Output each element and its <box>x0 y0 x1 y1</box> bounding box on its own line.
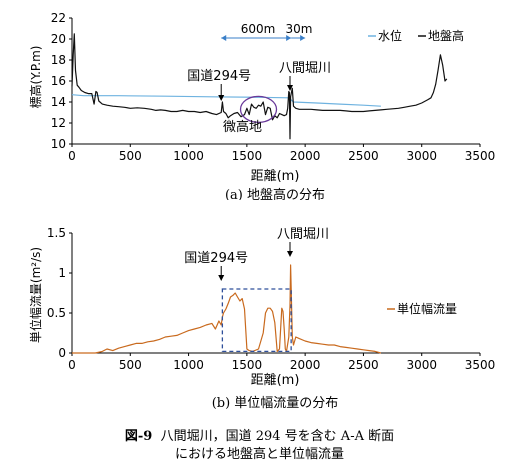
y-axis-label-b: 単位幅流量(m²/s) <box>28 247 43 343</box>
figure-caption-line-2: における地盤高と単位幅流量 <box>174 447 344 462</box>
y-axis-label-a: 標高(Y.P.m) <box>28 46 43 109</box>
series-line-a-1 <box>71 33 448 140</box>
figure-caption-text-1: 八間堀川，国道 294 号を含む A-A 断面 <box>160 429 395 444</box>
x-tick-label-b: 3500 <box>465 358 496 372</box>
annotation-route294-a: 国道294号 <box>187 69 251 84</box>
y-axis-title-b: 単位幅流量(m²/s) <box>28 247 43 343</box>
plot-area-a: 0 500 1000 1500 2000 2500 3000 3500 10 12 14 16 18 20… <box>51 11 496 163</box>
chart-subtitle-a: (a) 地盤高の分布 <box>225 187 325 200</box>
x-tick-label-a: 1500 <box>232 149 263 163</box>
annotation-river-b: 八間堀川 <box>277 227 329 242</box>
span-arrowhead-mid <box>286 35 292 41</box>
arrowhead-route294-b <box>218 275 225 281</box>
x-tick-label-b: 3000 <box>406 358 437 372</box>
arrowhead-river-a <box>286 85 293 91</box>
y-axis-title-a: 標高(Y.P.m) <box>28 46 43 109</box>
legend-label-1: 地盤高 <box>428 28 464 43</box>
y-tick-label-b: 1 <box>58 266 66 280</box>
span-arrowhead-right <box>300 35 306 41</box>
x-tick-label-b: 0 <box>68 358 76 372</box>
annotation-micro-highland: 微高地 <box>223 119 262 135</box>
x-axis-label-b: 距離(m) <box>251 373 300 388</box>
y-tick-label-a: 12 <box>51 116 66 130</box>
x-tick-label-a: 3500 <box>465 149 496 163</box>
unit-width-discharge-chart: 単位幅流量(m²/s) 0 500 1000 1500 2000 2500 3000 3500… <box>28 226 495 411</box>
y-tick-label-b: 0.5 <box>47 306 66 320</box>
y-tick-label-b: 1.5 <box>47 226 66 240</box>
x-tick-label-a: 0 <box>68 149 76 163</box>
x-tick-label-b: 1000 <box>173 358 204 372</box>
x-axis-label-a: 距離(m) <box>251 169 300 184</box>
y-tick-label-a: 20 <box>51 32 66 46</box>
arrowhead-river-b <box>286 251 293 257</box>
annotation-600m: 600m <box>241 22 276 36</box>
x-tick-label-b: 500 <box>119 358 142 372</box>
y-tick-label-a: 18 <box>51 53 66 67</box>
span-arrowhead-left <box>221 35 227 41</box>
x-tick-label-a: 1000 <box>173 149 204 163</box>
chart-subtitle-b: (b) 単位幅流量の分布 <box>212 395 339 411</box>
x-tick-label-b: 2500 <box>348 358 379 372</box>
annotation-river-a: 八間堀川 <box>279 61 331 76</box>
y-tick-label-a: 14 <box>51 95 66 109</box>
legend-a: 水位 地盤高 <box>368 28 464 43</box>
x-tick-label-a: 500 <box>119 149 142 163</box>
x-tick-label-a: 2500 <box>348 149 379 163</box>
figure-caption: 図-9 八間堀川，国道 294 号を含む A-A 断面 における地盤高と単位幅流… <box>0 428 519 464</box>
figure-number: 図-9 <box>124 429 153 444</box>
plot-area-b: 0 500 1000 1500 2000 2500 3000 3500 0 0.5 1 1.5 単位幅流… <box>47 226 495 372</box>
annotation-30m: 30m <box>286 22 313 36</box>
legend-b: 単位幅流量 <box>387 301 457 316</box>
legend-label-b: 単位幅流量 <box>397 301 457 316</box>
y-tick-label-b: 0 <box>58 346 66 360</box>
arrowhead-route294-a <box>218 95 225 101</box>
micro-highland-ellipse <box>239 95 278 123</box>
x-tick-label-a: 2000 <box>290 149 321 163</box>
highlight-dashed-box <box>221 288 292 353</box>
figure-caption-line-1: 図-9 八間堀川，国道 294 号を含む A-A 断面 <box>0 428 519 446</box>
x-tick-label-b: 1500 <box>232 358 263 372</box>
y-tick-label-a: 10 <box>51 137 66 151</box>
series-line-a-0 <box>71 94 381 107</box>
y-tick-label-a: 22 <box>51 11 66 25</box>
x-tick-label-b: 2000 <box>290 358 321 372</box>
series-line-b-0 <box>72 264 382 354</box>
ground-elevation-chart: 標高(Y.P.m) 0 500 1000 1500 2000 2500 3000 3500 10… <box>28 11 496 200</box>
x-tick-label-a: 3000 <box>406 149 437 163</box>
legend-label-0: 水位 <box>378 28 402 43</box>
y-tick-label-a: 16 <box>51 74 66 88</box>
annotation-route294-b: 国道294号 <box>184 251 248 266</box>
